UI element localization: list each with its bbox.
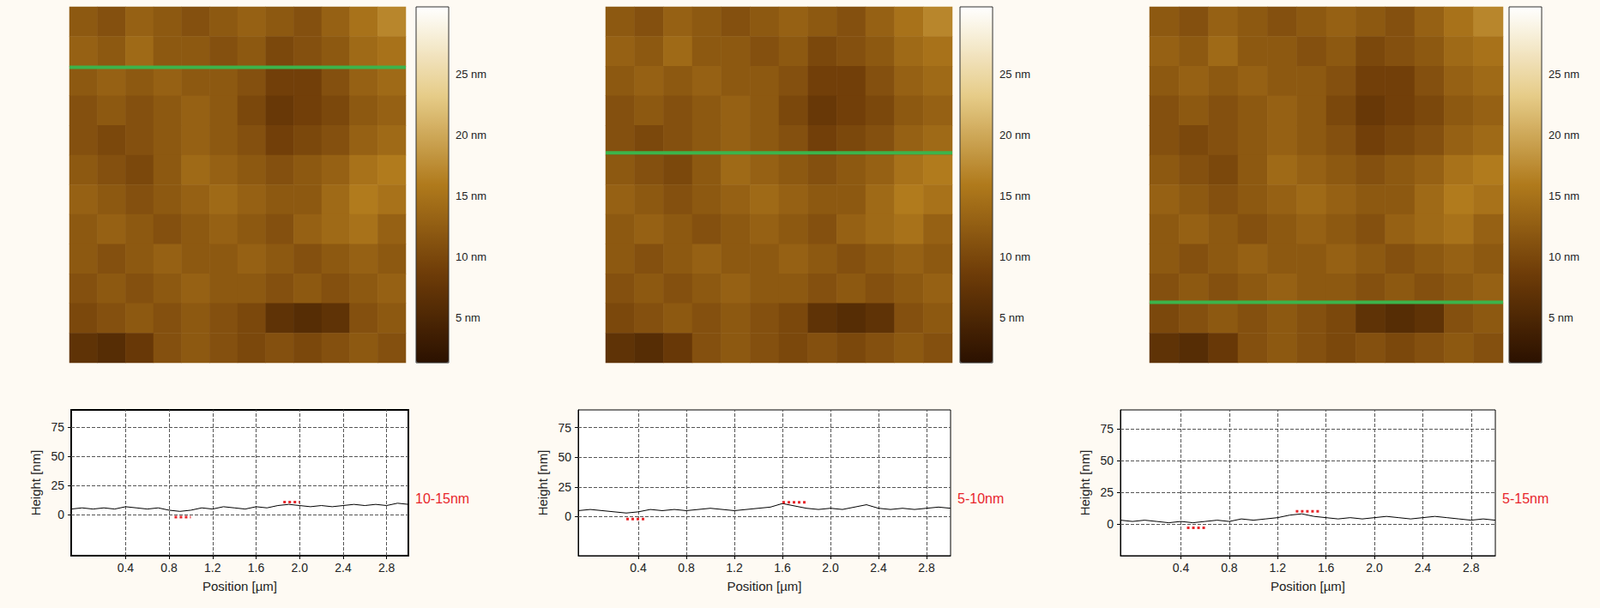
svg-text:15 nm: 15 nm xyxy=(455,189,487,203)
svg-text:25: 25 xyxy=(50,478,65,493)
svg-text:0: 0 xyxy=(57,507,65,522)
svg-text:1.2: 1.2 xyxy=(1269,561,1287,575)
svg-text:5-15nm: 5-15nm xyxy=(1502,491,1549,507)
svg-text:0.8: 0.8 xyxy=(160,561,178,575)
svg-text:2.4: 2.4 xyxy=(1414,561,1432,575)
svg-text:0: 0 xyxy=(1106,517,1114,532)
svg-text:0.8: 0.8 xyxy=(677,561,695,575)
svg-text:5 nm: 5 nm xyxy=(455,311,481,325)
svg-text:0.4: 0.4 xyxy=(117,561,135,575)
svg-text:2.0: 2.0 xyxy=(1365,561,1383,575)
svg-text:20 nm: 20 nm xyxy=(1548,128,1580,142)
svg-text:Height [nm]: Height [nm] xyxy=(28,450,43,517)
svg-text:25 nm: 25 nm xyxy=(1548,67,1580,81)
svg-text:75: 75 xyxy=(557,421,572,435)
svg-text:Height [nm]: Height [nm] xyxy=(1077,450,1093,517)
svg-text:10 nm: 10 nm xyxy=(999,250,1031,264)
svg-text:10 nm: 10 nm xyxy=(455,250,487,264)
svg-text:75: 75 xyxy=(1099,422,1114,436)
svg-text:1.6: 1.6 xyxy=(247,561,266,575)
svg-text:2.4: 2.4 xyxy=(869,561,888,575)
svg-text:0.4: 0.4 xyxy=(1172,561,1190,575)
svg-text:25 nm: 25 nm xyxy=(455,67,487,81)
svg-text:Position [µm]: Position [µm] xyxy=(1270,579,1346,594)
svg-text:Height [nm]: Height [nm] xyxy=(535,450,550,517)
svg-text:50: 50 xyxy=(557,450,572,465)
svg-text:2.0: 2.0 xyxy=(290,561,308,575)
svg-text:1.6: 1.6 xyxy=(773,561,791,575)
svg-text:1.2: 1.2 xyxy=(204,561,222,575)
svg-text:15 nm: 15 nm xyxy=(1548,189,1580,203)
svg-text:0: 0 xyxy=(564,509,572,524)
svg-text:50: 50 xyxy=(1099,453,1114,468)
svg-text:25 nm: 25 nm xyxy=(999,67,1031,81)
svg-text:5 nm: 5 nm xyxy=(1548,311,1574,325)
svg-text:2.8: 2.8 xyxy=(378,561,396,575)
svg-text:2.4: 2.4 xyxy=(334,561,352,575)
svg-text:20 nm: 20 nm xyxy=(999,128,1031,142)
svg-text:20 nm: 20 nm xyxy=(455,128,487,142)
svg-text:2.8: 2.8 xyxy=(917,561,936,575)
svg-text:Position [µm]: Position [µm] xyxy=(726,579,802,594)
svg-text:1.2: 1.2 xyxy=(725,561,743,575)
svg-text:2.8: 2.8 xyxy=(1462,561,1480,575)
svg-text:50: 50 xyxy=(50,449,65,464)
svg-text:5-10nm: 5-10nm xyxy=(957,491,1004,507)
svg-text:Position [µm]: Position [µm] xyxy=(202,579,278,594)
svg-text:0.8: 0.8 xyxy=(1220,561,1238,575)
svg-text:15 nm: 15 nm xyxy=(999,189,1031,203)
svg-text:10 nm: 10 nm xyxy=(1548,250,1580,264)
svg-text:2.0: 2.0 xyxy=(821,561,840,575)
svg-text:75: 75 xyxy=(50,420,65,435)
svg-text:25: 25 xyxy=(1099,485,1114,500)
svg-text:25: 25 xyxy=(557,480,572,495)
svg-text:10-15nm: 10-15nm xyxy=(415,491,470,507)
svg-text:1.6: 1.6 xyxy=(1317,561,1335,575)
svg-text:5 nm: 5 nm xyxy=(999,311,1025,325)
svg-text:0.4: 0.4 xyxy=(629,561,647,575)
